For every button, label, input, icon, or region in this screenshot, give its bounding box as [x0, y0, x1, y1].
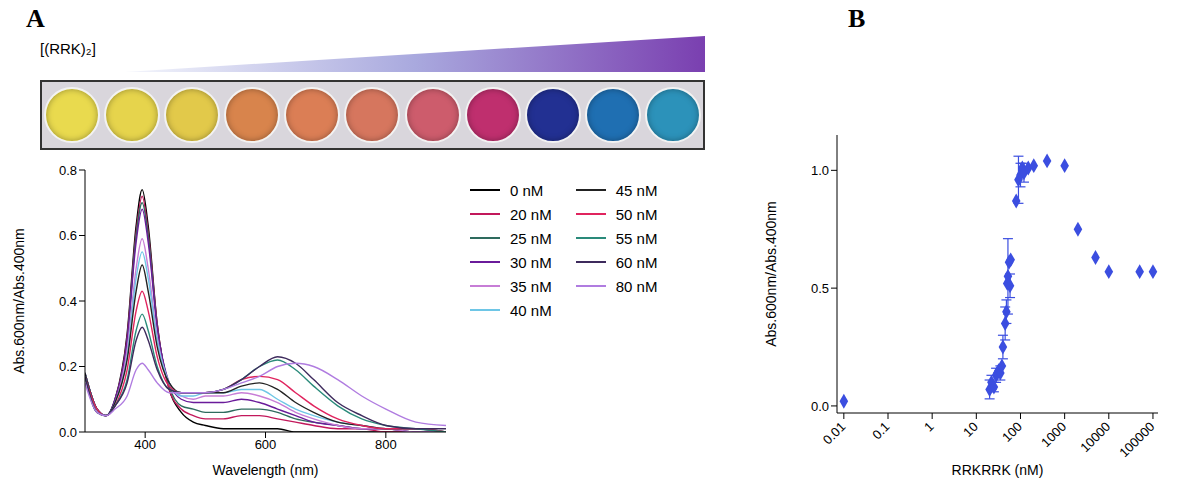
svg-text:0.5: 0.5: [811, 281, 829, 296]
svg-text:600: 600: [255, 437, 277, 452]
svg-text:Wavelength (nm): Wavelength (nm): [212, 462, 318, 478]
html-text:B: B: [848, 4, 866, 33]
svg-text:0.01: 0.01: [820, 419, 849, 448]
svg-text:Abs.600nm/Abs.400nm: Abs.600nm/Abs.400nm: [763, 201, 779, 347]
svg-text:1.0: 1.0: [811, 163, 829, 178]
svg-text:Abs.600nm/Abs.400nm: Abs.600nm/Abs.400nm: [11, 228, 27, 374]
svg-text:1000: 1000: [1038, 419, 1069, 450]
html-text:0 nM: 0 nM: [510, 181, 544, 199]
html-text:30 nM: 30 nM: [510, 253, 552, 271]
html-text:20 nM: 20 nM: [510, 205, 552, 223]
svg-text:0.8: 0.8: [59, 163, 77, 178]
svg-text:10000: 10000: [1077, 419, 1113, 455]
html-text:55 nM: 55 nM: [615, 229, 658, 247]
svg-text:100000: 100000: [1116, 419, 1157, 460]
html-text:45 nM: 45 nM: [615, 181, 658, 199]
html-text:25 nM: 25 nM: [510, 229, 552, 247]
html-text:40 nM: 40 nM: [510, 301, 552, 319]
svg-text:0.4: 0.4: [59, 294, 77, 309]
svg-text:1: 1: [921, 419, 937, 435]
svg-text:0.0: 0.0: [811, 399, 829, 414]
svg-text:0.1: 0.1: [869, 419, 892, 442]
svg-text:0.6: 0.6: [59, 228, 77, 243]
svg-text:800: 800: [375, 437, 397, 452]
svg-text:0.0: 0.0: [59, 425, 77, 440]
svg-text:RRKRRK (nM): RRKRRK (nM): [952, 462, 1044, 478]
html-text:35 nM: 35 nM: [510, 277, 552, 295]
svg-text:400: 400: [134, 437, 156, 452]
svg-text:100: 100: [999, 419, 1025, 445]
html-text:[(RRK)₂]: [(RRK)₂]: [40, 40, 96, 57]
svg-text:0.2: 0.2: [59, 359, 77, 374]
html-text:50 nM: 50 nM: [615, 205, 658, 223]
html-text:60 nM: 60 nM: [615, 253, 658, 271]
svg-text:10: 10: [960, 419, 981, 440]
html-text:A: A: [26, 4, 45, 33]
html-text:80 nM: 80 nM: [615, 277, 658, 295]
